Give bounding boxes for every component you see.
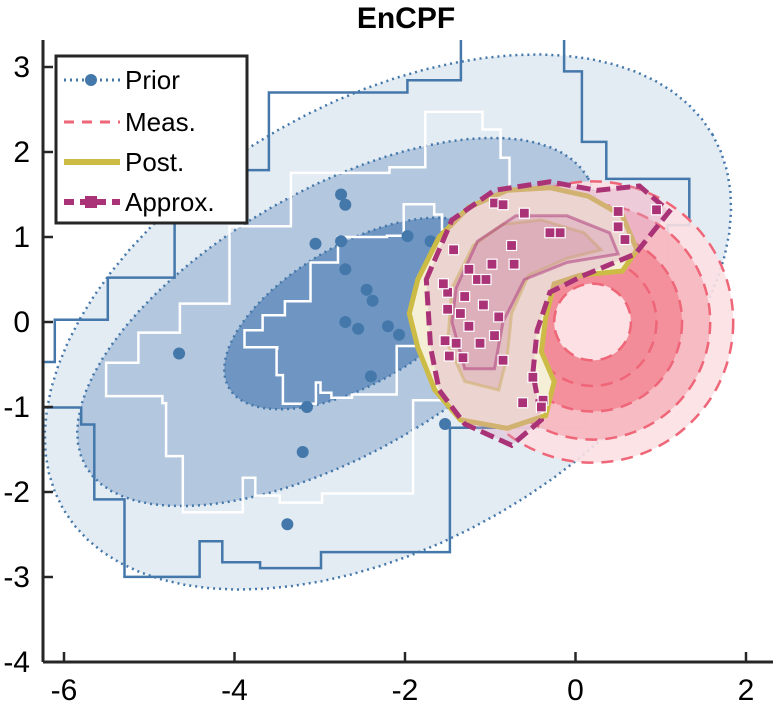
approx-particle: [442, 303, 454, 315]
x-tick-label: -2: [392, 674, 419, 707]
prior-ensemble-point: [352, 322, 365, 335]
approx-particle: [454, 307, 467, 320]
approx-particle: [450, 337, 462, 349]
approx-particle: [463, 320, 475, 332]
approx-contour-outer: [423, 179, 673, 449]
approx-particle: [457, 352, 469, 364]
approx-particle: [612, 221, 624, 233]
legend-approx-marker: [85, 196, 97, 208]
x-ticks: -6 -4 -2 0 2: [51, 652, 755, 707]
approx-particle: [493, 311, 505, 323]
approx-particle: [619, 233, 631, 246]
approx-particle: [486, 258, 498, 270]
approx-particle: [508, 258, 520, 270]
y-tick-label: -2: [3, 476, 30, 509]
prior-ensemble-point: [335, 188, 348, 201]
approx-particle: [447, 244, 460, 256]
approximation-contours: [423, 179, 673, 449]
prior-ensemble-point: [309, 237, 322, 250]
approx-particle: [443, 350, 455, 362]
approx-particle: [477, 299, 490, 311]
prior-ensemble-point: [339, 198, 352, 211]
prior-ensemble-point: [364, 370, 377, 383]
legend: Prior Meas. Post. Approx.: [54, 54, 249, 225]
y-tick-label: -4: [3, 646, 30, 679]
prior-ensemble-point: [366, 294, 379, 307]
prior-ensemble-point: [401, 230, 414, 243]
approx-particle: [463, 263, 475, 275]
approx-particle: [497, 199, 509, 211]
y-tick-label: 3: [13, 51, 30, 84]
approx-particle: [518, 207, 530, 219]
prior-ensemble-point: [393, 328, 406, 341]
prior-ensemble-point: [339, 316, 352, 328]
legend-prior-label: Prior: [125, 65, 180, 95]
legend-entry-post: Post.: [64, 147, 184, 177]
approx-particle: [480, 273, 492, 286]
y-tick-label: 1: [13, 221, 30, 254]
approx-particle: [535, 401, 548, 413]
approx-particle: [544, 227, 556, 239]
approx-particle: [505, 239, 518, 252]
approx-particle: [527, 371, 539, 383]
approx-particle: [437, 278, 449, 290]
legend-approx-label: Approx.: [125, 187, 215, 217]
y-tick-label: -1: [3, 391, 30, 424]
prior-ensemble-point: [296, 446, 309, 459]
approx-particle: [439, 335, 451, 347]
prior-ensemble-point: [439, 418, 452, 430]
approx-particle: [459, 290, 471, 303]
prior-ensemble-point: [281, 518, 294, 531]
x-tick-label: 2: [738, 674, 755, 707]
prior-ensemble-point: [300, 401, 313, 413]
x-tick-label: 0: [567, 674, 584, 707]
approx-particle: [474, 337, 486, 349]
legend-prior-marker: [85, 74, 97, 86]
y-tick-label: 2: [13, 136, 30, 169]
y-tick-label: -3: [3, 561, 30, 594]
measurement-contour-ring: [552, 282, 633, 362]
approx-particle: [554, 227, 566, 239]
approx-particle: [517, 397, 529, 409]
prior-ensemble-point: [173, 347, 186, 360]
chart-title: EnCPF: [357, 2, 455, 35]
prior-ensemble-point: [339, 263, 352, 276]
axes: -6 -4 -2 0 2 -4 -3 -2 -1 0 1 2 3: [3, 40, 773, 707]
prior-ensemble-point: [381, 320, 394, 333]
legend-meas-label: Meas.: [125, 107, 196, 137]
legend-entry-meas: Meas.: [64, 107, 196, 137]
prior-ensemble-point: [335, 235, 348, 248]
y-ticks: -4 -3 -2 -1 0 1 2 3: [3, 51, 53, 679]
approx-particle: [497, 354, 509, 366]
y-tick-label: 0: [13, 306, 30, 339]
approx-particle: [650, 204, 663, 216]
legend-entry-prior: Prior: [64, 65, 180, 95]
x-tick-label: -6: [51, 674, 78, 707]
approx-particle: [612, 205, 624, 218]
x-tick-label: -4: [221, 674, 248, 707]
prior-ensemble-point: [360, 283, 373, 296]
posterior-contour-inner: [446, 218, 605, 392]
legend-entry-approx: Approx.: [64, 187, 215, 217]
approx-particle: [488, 330, 501, 342]
legend-post-label: Post.: [125, 147, 184, 177]
